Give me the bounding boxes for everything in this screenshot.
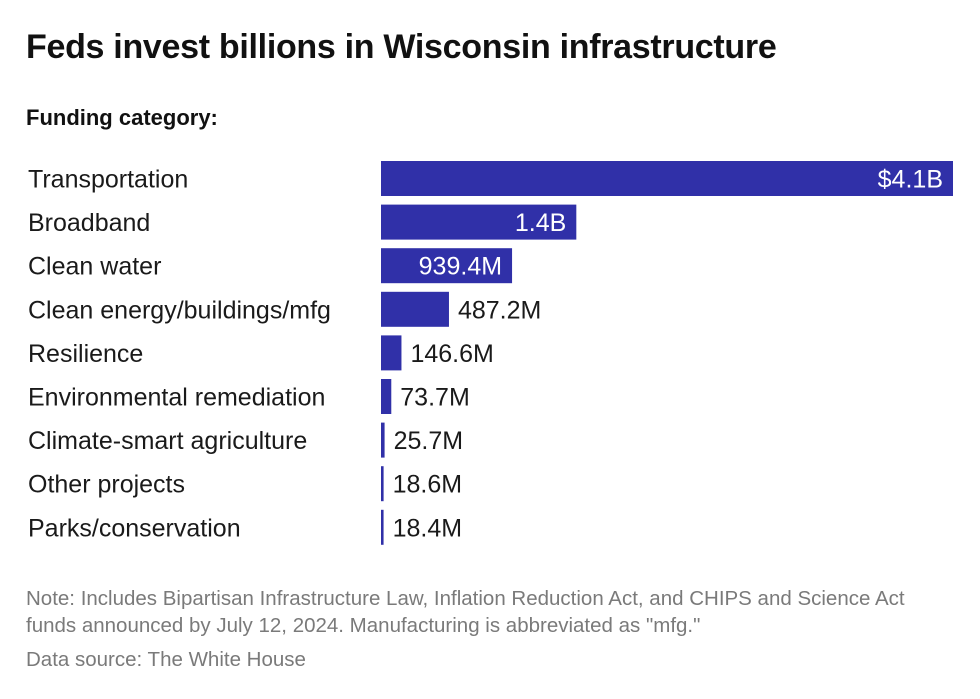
bar (381, 248, 513, 284)
category-label: Other projects (28, 471, 185, 499)
value-label: 18.6M (393, 471, 462, 499)
bar (381, 379, 392, 414)
category-label: Clean water (28, 253, 161, 281)
category-label: Environmental remediation (28, 384, 325, 412)
bar (381, 509, 384, 545)
data-source: Data source: The White House (26, 648, 306, 671)
bar (381, 335, 402, 371)
category-label: Parks/conservation (28, 514, 241, 542)
category-label: Climate-smart agriculture (28, 427, 307, 455)
value-label: 146.6M (410, 340, 493, 368)
value-label: 18.4M (393, 514, 462, 542)
bar (381, 466, 384, 502)
value-label: 1.4B (515, 209, 566, 237)
value-label: $4.1B (878, 166, 943, 194)
category-label: Resilience (28, 340, 143, 368)
chart-subtitle: Funding category: (26, 105, 218, 130)
value-label: 939.4M (419, 253, 502, 281)
bar (381, 291, 449, 327)
chart-title: Feds invest billions in Wisconsin infras… (26, 28, 777, 66)
category-label: Clean energy/buildings/mfg (28, 296, 331, 324)
value-label: 25.7M (394, 427, 463, 455)
category-label: Transportation (28, 166, 188, 194)
chart-note: Note: Includes Bipartisan Infrastructure… (26, 587, 905, 637)
bar-chart: Transportation $4.1B Broadband 1.4B Clean wa… (28, 161, 953, 545)
value-label: 487.2M (458, 296, 541, 324)
bar (381, 422, 385, 458)
bar (381, 161, 953, 196)
category-label: Broadband (28, 209, 150, 237)
value-label: 73.7M (400, 384, 469, 412)
bar (381, 204, 577, 240)
